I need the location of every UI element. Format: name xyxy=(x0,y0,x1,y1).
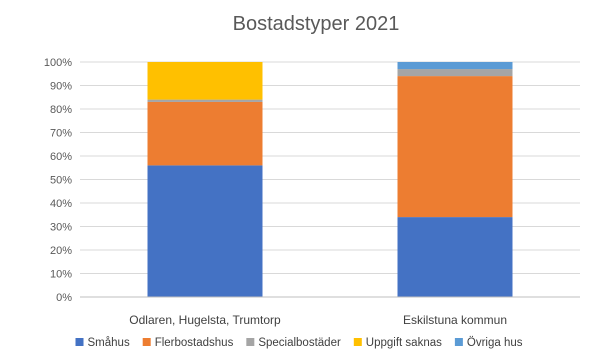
legend-label: Småhus xyxy=(88,337,130,349)
legend-swatch xyxy=(75,338,84,346)
legend-item: Flerbostadshus xyxy=(142,337,234,349)
legend-label: Specialbostäder xyxy=(258,337,341,349)
y-tick-label: 80% xyxy=(50,104,72,116)
y-tick-label: 40% xyxy=(50,198,72,210)
y-tick-label: 60% xyxy=(50,151,72,163)
legend-label: Uppgift saknas xyxy=(366,337,442,349)
y-tick-label: 20% xyxy=(50,245,72,257)
y-tick-label: 90% xyxy=(50,81,72,93)
x-axis: Odlaren, Hugelsta, Trumtorp Eskilstuna ko… xyxy=(80,296,580,327)
bar-segment xyxy=(397,69,513,77)
y-tick-label: 50% xyxy=(50,175,72,187)
legend-item: Småhus xyxy=(75,337,130,349)
legend-item: Specialbostäder xyxy=(246,337,341,349)
x-category-label: Eskilstuna kommun xyxy=(403,313,507,327)
x-category-label: Odlaren, Hugelsta, Trumtorp xyxy=(129,313,281,327)
legend-swatch xyxy=(142,338,151,346)
legend-swatch xyxy=(454,338,463,346)
bar-segment xyxy=(147,101,263,166)
legend: Småhus Flerbostadshus Specialbostäder Uppgi… xyxy=(75,337,523,349)
legend-label: Övriga hus xyxy=(467,337,523,349)
bar-segment xyxy=(397,217,513,297)
y-tick-label: 10% xyxy=(50,269,72,281)
legend-item: Övriga hus xyxy=(454,337,523,349)
legend-swatch xyxy=(246,338,255,346)
legend-label: Flerbostadshus xyxy=(155,337,234,349)
bar-segment xyxy=(397,62,513,70)
y-tick-label: 0% xyxy=(56,292,72,304)
bar-segment xyxy=(147,99,263,102)
y-axis: 0% 10% 20% 30% 40% 50% 60% 70% 80% 90% 100% xyxy=(44,57,72,304)
y-tick-label: 70% xyxy=(50,128,72,140)
legend-swatch xyxy=(353,338,362,346)
bar-segment xyxy=(147,165,263,297)
chart-title: Bostadstyper 2021 xyxy=(233,13,400,35)
y-tick-label: 30% xyxy=(50,222,72,234)
legend-item: Uppgift saknas xyxy=(353,337,442,349)
y-tick-label: 100% xyxy=(44,57,72,69)
bar-segment xyxy=(397,76,513,218)
bar-segment xyxy=(147,62,263,100)
bars xyxy=(147,62,513,297)
